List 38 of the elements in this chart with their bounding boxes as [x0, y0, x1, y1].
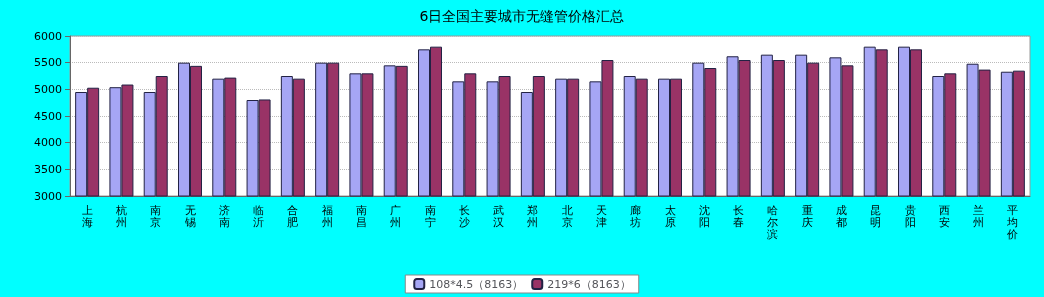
x-tick-label: 南昌 [355, 203, 367, 229]
x-tick-label: 南京 [150, 203, 162, 229]
x-tick-label: 武汉 [493, 203, 505, 229]
x-tick-label: 贵阳 [904, 203, 916, 229]
x-tick-label: 长沙 [458, 203, 470, 229]
x-tick-label: 临沂 [253, 203, 265, 229]
x-tick-label: 杭州 [114, 203, 127, 229]
x-tick-label: 天津 [595, 203, 607, 229]
y-tick-label: 3500 [34, 162, 62, 176]
x-tick-label: 南宁 [424, 203, 436, 229]
y-tick-label: 5000 [34, 82, 62, 96]
x-tick-label: 重庆 [801, 203, 813, 229]
x-tick-label: 福州 [321, 203, 333, 229]
x-tick-label: 平均价 [1006, 203, 1019, 241]
chart-title: 6日全国主要城市无缝管价格汇总 [419, 8, 625, 24]
y-tick-label: 4500 [34, 109, 62, 123]
x-tick-label: 昆明 [870, 203, 882, 229]
x-tick-label: 济南 [218, 203, 230, 229]
x-tick-label: 长春 [733, 203, 745, 229]
x-tick-label: 西安 [938, 203, 950, 229]
x-tick-label: 成都 [835, 203, 847, 229]
x-tick-label: 无锡 [183, 203, 196, 229]
x-tick-label: 合肥 [287, 203, 299, 229]
y-tick-label: 6000 [34, 29, 62, 43]
x-tick-label: 哈尔滨 [767, 203, 779, 241]
y-tick-label: 3000 [34, 189, 62, 203]
x-tick-label: 廊坊 [629, 203, 642, 229]
legend-label: 108*4.5（8163） [429, 277, 524, 291]
x-tick-label: 郑州 [527, 203, 539, 229]
y-tick-label: 5500 [34, 56, 62, 70]
x-tick-label: 上海 [81, 203, 93, 229]
x-tick-label: 广州 [390, 203, 402, 229]
x-tick-label: 北京 [561, 203, 573, 229]
x-tick-label: 太原 [664, 203, 676, 229]
x-tick-label: 沈阳 [698, 203, 710, 229]
legend-label: 219*6（8163） [547, 277, 631, 291]
x-tick-label: 兰州 [973, 203, 985, 229]
y-tick-label: 4000 [34, 136, 62, 150]
